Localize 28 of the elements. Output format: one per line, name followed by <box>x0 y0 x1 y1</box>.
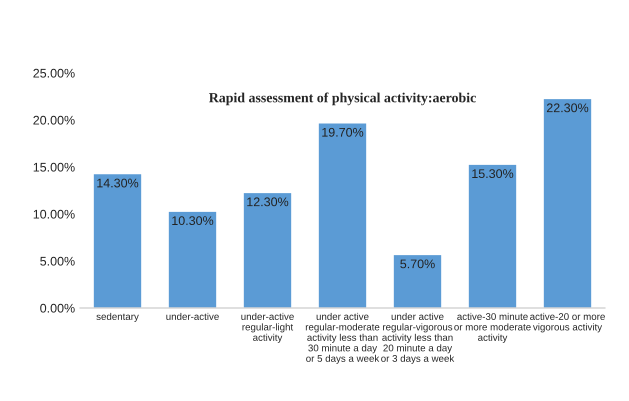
y-tick-label: 5.00% <box>40 256 75 266</box>
x-tick-label: active-20 or more vigorous activity <box>530 312 605 332</box>
x-tick-label: active-30 minute or more moderate activity <box>454 312 531 343</box>
y-tick-label: 0.00% <box>40 304 75 313</box>
y-tick-label: 20.00% <box>33 116 75 125</box>
bar <box>317 122 368 308</box>
y-tick-label: 15.00% <box>34 162 75 172</box>
x-tick-label: sedentary <box>96 312 139 322</box>
data-label: 10.30% <box>172 216 214 226</box>
bar <box>542 98 593 308</box>
x-tick-label: under active regular-moderate activity less than 30 minute a day or 5 days a week <box>306 312 380 364</box>
bar <box>392 254 443 308</box>
text: Rapid assessment of physical activity:aerobic <box>208 92 476 106</box>
bar <box>467 163 518 308</box>
x-tick-label: under active regular-vigorous activity less than 20 minute a day or 3 days a week <box>381 312 454 364</box>
data-label: 12.30% <box>247 197 288 206</box>
data-label: 5.70% <box>400 259 435 268</box>
data-label: 15.30% <box>472 169 514 178</box>
x-tick-label: under-active regular-light activity <box>241 312 294 343</box>
y-tick-label: 10.00% <box>34 210 75 219</box>
data-label: 19.70% <box>322 128 364 137</box>
bar <box>167 210 218 308</box>
bar <box>242 192 293 308</box>
bar <box>92 172 143 308</box>
data-label: 14.30% <box>97 178 138 188</box>
data-label: 22.30% <box>546 103 588 112</box>
x-tick-label: under-active <box>166 312 219 320</box>
y-tick-label: 25.00% <box>33 68 75 78</box>
